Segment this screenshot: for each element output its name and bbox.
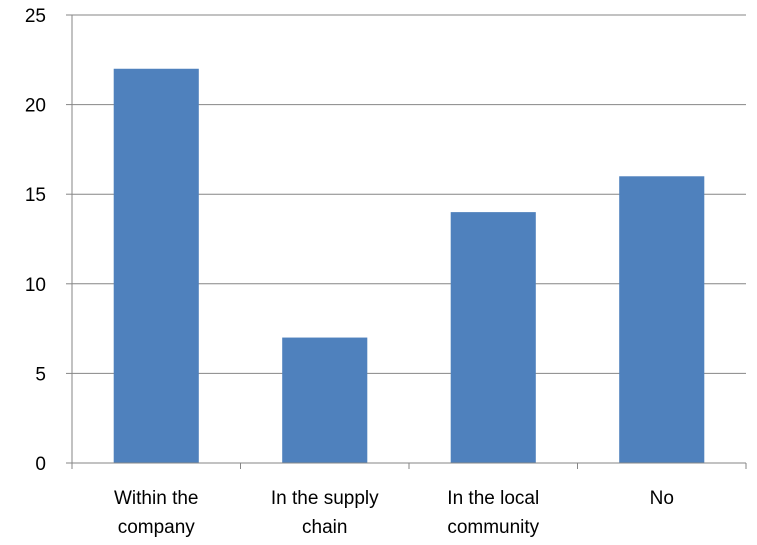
bars [113,68,705,463]
x-tick-label-line: chain [302,517,347,538]
y-tick-label: 10 [25,275,46,296]
y-tick-label: 20 [25,96,46,117]
bar [619,176,705,463]
x-tick-label: No [650,488,674,509]
bar [450,212,536,463]
axes [66,14,747,469]
x-tick-label: In the local community [447,488,539,538]
x-tick-label-line: No [650,488,674,509]
bar [113,68,199,463]
x-tick-label: In the supply chain [271,488,379,538]
y-tick-label: 25 [25,6,46,27]
x-tick-label-line: In the supply [271,488,379,509]
x-tick-label-line: In the local [447,488,539,509]
y-tick-label: 5 [35,364,46,385]
y-tick-label: 0 [35,454,46,475]
x-tick-label: Within the company [114,488,198,538]
x-tick-label-line: Within the [114,488,198,509]
bar [282,337,368,463]
y-tick-label: 15 [25,185,46,206]
x-tick-label-line: community [447,517,539,538]
x-tick-label-line: company [118,517,196,538]
y-tick-labels: 0 5 10 15 20 25 [25,6,46,475]
